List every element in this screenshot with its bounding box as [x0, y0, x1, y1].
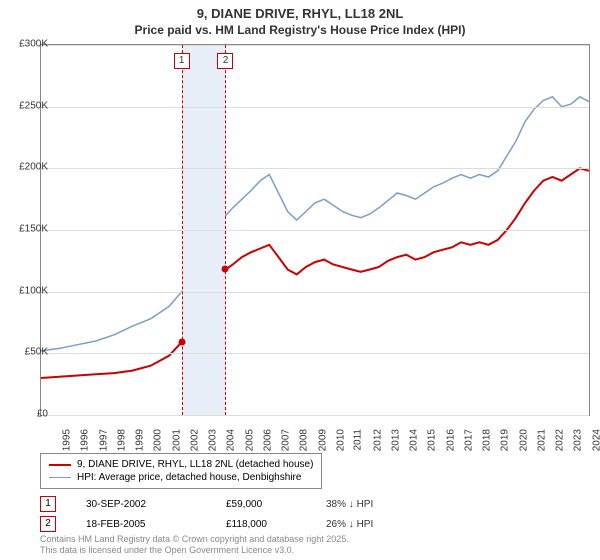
x-axis-label: 2021	[536, 429, 547, 451]
x-axis-label: 2020	[518, 429, 529, 451]
x-axis-label: 2009	[317, 429, 328, 451]
x-axis-label: 2011	[353, 429, 364, 451]
sales-num: 2	[40, 516, 56, 532]
x-axis-label: 1996	[80, 429, 91, 451]
y-axis-label: £50K	[25, 347, 48, 358]
y-axis-label: £250K	[19, 100, 48, 111]
x-axis-label: 1995	[61, 429, 72, 451]
legend-row: 9, DIANE DRIVE, RHYL, LL18 2NL (detached…	[49, 458, 313, 471]
x-axis-label: 2008	[299, 429, 310, 451]
x-axis-label: 2014	[408, 429, 419, 451]
footer-attribution: Contains HM Land Registry data © Crown c…	[40, 534, 349, 556]
x-axis-label: 2003	[207, 429, 218, 451]
sales-row: 2 18-FEB-2005 £118,000 26% ↓ HPI	[40, 514, 436, 534]
x-axis-label: 2023	[573, 429, 584, 451]
x-axis-label: 2019	[500, 429, 511, 451]
x-axis-label: 1997	[98, 429, 109, 451]
legend-box: 9, DIANE DRIVE, RHYL, LL18 2NL (detached…	[40, 453, 322, 489]
legend-swatch	[49, 464, 71, 466]
sale-marker-label: 1	[174, 53, 190, 69]
y-gridline	[41, 107, 589, 108]
x-axis-label: 2024	[591, 429, 600, 451]
sales-date: 18-FEB-2005	[86, 519, 196, 530]
sales-price: £59,000	[226, 499, 296, 510]
x-axis-label: 2022	[554, 429, 565, 451]
x-axis-label: 2010	[335, 429, 346, 451]
sale-marker-point	[222, 266, 229, 273]
footer-line1: Contains HM Land Registry data © Crown c…	[40, 534, 349, 545]
footer-line2: This data is licensed under the Open Gov…	[40, 545, 349, 556]
y-gridline	[41, 415, 589, 416]
chart-title-line2: Price paid vs. HM Land Registry's House …	[0, 23, 600, 41]
y-gridline	[41, 45, 589, 46]
chart-container: 9, DIANE DRIVE, RHYL, LL18 2NL Price pai…	[0, 0, 600, 560]
sales-num: 1	[40, 496, 56, 512]
y-axis-label: £200K	[19, 162, 48, 173]
x-axis-label: 2015	[427, 429, 438, 451]
sales-diff: 38% ↓ HPI	[326, 499, 436, 510]
x-axis-label: 2001	[171, 429, 182, 451]
sales-table: 1 30-SEP-2002 £59,000 38% ↓ HPI 2 18-FEB-2005…	[40, 494, 436, 534]
y-axis-label: £150K	[19, 224, 48, 235]
legend-row: HPI: Average price, detached house, Denb…	[49, 471, 313, 484]
x-axis-label: 1998	[116, 429, 127, 451]
legend-swatch	[49, 477, 71, 478]
sale-marker-point	[178, 339, 185, 346]
x-axis-label: 2006	[262, 429, 273, 451]
chart-title-line1: 9, DIANE DRIVE, RHYL, LL18 2NL	[0, 0, 600, 23]
y-gridline	[41, 168, 589, 169]
y-axis-label: £100K	[19, 285, 48, 296]
y-axis-label: £0	[37, 409, 48, 420]
sales-row: 1 30-SEP-2002 £59,000 38% ↓ HPI	[40, 494, 436, 514]
x-axis-label: 2016	[445, 429, 456, 451]
sales-diff: 26% ↓ HPI	[326, 519, 436, 530]
x-axis-label: 2000	[153, 429, 164, 451]
legend-label: HPI: Average price, detached house, Denb…	[77, 472, 301, 483]
series-hpi	[41, 97, 589, 351]
y-gridline	[41, 230, 589, 231]
x-axis-label: 2017	[463, 429, 474, 451]
x-axis-label: 2013	[390, 429, 401, 451]
x-axis-label: 1999	[134, 429, 145, 451]
x-axis-label: 2005	[244, 429, 255, 451]
sale-marker-label: 2	[217, 53, 233, 69]
y-axis-label: £300K	[19, 39, 48, 50]
chart-plot-area: 1995199619971998199920002001200220032004…	[40, 44, 590, 416]
y-gridline	[41, 353, 589, 354]
legend-label: 9, DIANE DRIVE, RHYL, LL18 2NL (detached…	[77, 459, 313, 470]
series-price_paid	[41, 168, 589, 378]
x-axis-label: 2018	[481, 429, 492, 451]
sales-price: £118,000	[226, 519, 296, 530]
y-gridline	[41, 292, 589, 293]
sale-marker-line	[225, 45, 226, 415]
x-axis-label: 2002	[189, 429, 200, 451]
x-axis-label: 2007	[280, 429, 291, 451]
x-axis-label: 2004	[226, 429, 237, 451]
x-axis-label: 2012	[372, 429, 383, 451]
sales-date: 30-SEP-2002	[86, 499, 196, 510]
sale-marker-line	[182, 45, 183, 415]
